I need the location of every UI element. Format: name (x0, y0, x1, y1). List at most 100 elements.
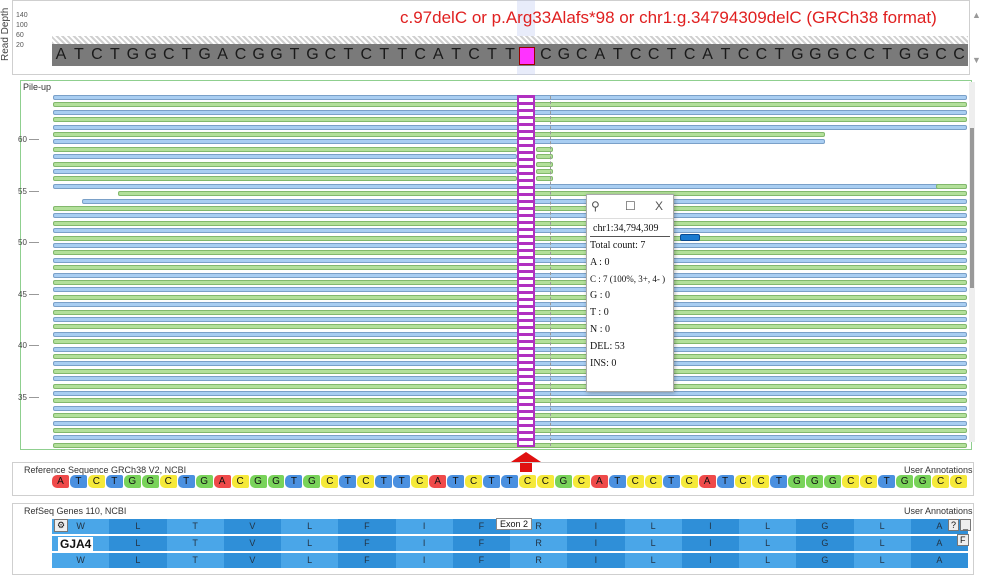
position-guide-line (550, 96, 551, 446)
reference-base: A (702, 46, 713, 63)
scroll-up-icon[interactable]: ▲ (972, 10, 981, 20)
sequence-read[interactable] (53, 235, 967, 241)
amino-acid: V (249, 521, 256, 531)
sequence-read[interactable] (53, 391, 967, 396)
sequence-read[interactable] (53, 265, 967, 271)
sequence-read[interactable] (680, 234, 700, 241)
base-count-popup[interactable]: ⚲ ☐ X chr1:34,794,309 Total count: 7 A :… (586, 194, 674, 392)
sequence-read[interactable] (53, 117, 967, 123)
amino-acid: L (879, 538, 885, 548)
sequence-read[interactable] (53, 161, 517, 167)
sequence-read[interactable] (53, 243, 967, 248)
sequence-read[interactable] (53, 309, 967, 315)
sequence-read[interactable] (53, 280, 967, 285)
deletion-marker[interactable] (519, 47, 535, 65)
sequence-read[interactable] (53, 331, 967, 337)
sequence-read[interactable] (53, 405, 967, 411)
sequence-read[interactable] (53, 339, 967, 345)
codon-stripe (567, 553, 625, 568)
user-annotations-link[interactable]: User Annotations (904, 465, 973, 475)
f-button[interactable]: F (957, 534, 969, 546)
amino-acid: V (249, 555, 256, 565)
sequence-read[interactable] (53, 139, 825, 145)
depth-tick: 60 (16, 32, 24, 39)
maximize-icon[interactable]: ☐ (625, 199, 636, 213)
reference-base: T (483, 475, 500, 488)
sequence-read[interactable] (53, 398, 967, 404)
sequence-read[interactable] (53, 220, 967, 226)
sequence-read[interactable] (53, 442, 967, 448)
sequence-read[interactable] (53, 354, 967, 359)
sequence-read[interactable] (53, 302, 967, 308)
reference-base: G (914, 475, 932, 488)
reference-base: G (126, 46, 140, 63)
sequence-read[interactable] (53, 176, 517, 182)
sequence-read[interactable] (53, 294, 967, 300)
user-annotations-link[interactable]: User Annotations (904, 506, 973, 516)
sequence-read[interactable] (53, 154, 517, 160)
sequence-read[interactable] (53, 361, 967, 367)
sequence-read[interactable] (53, 383, 967, 389)
amino-acid: F (364, 521, 370, 531)
sequence-read[interactable] (53, 132, 825, 137)
sequence-read[interactable] (536, 176, 553, 182)
refseq-genes-track (12, 503, 974, 575)
sequence-read[interactable] (536, 154, 553, 160)
sequence-read[interactable] (53, 228, 967, 234)
codon-stripe (796, 519, 854, 534)
scroll-down-icon[interactable]: ▼ (972, 55, 981, 65)
sequence-read[interactable] (53, 102, 967, 108)
sequence-read[interactable] (53, 376, 967, 382)
sequence-read[interactable] (53, 124, 967, 130)
minimize-icon[interactable]: _ (960, 519, 972, 531)
reference-base: C (465, 475, 483, 488)
sequence-read[interactable] (53, 420, 967, 426)
pin-icon[interactable]: ⚲ (591, 199, 600, 213)
sequence-read[interactable] (53, 183, 967, 189)
sequence-read[interactable] (53, 428, 967, 433)
sequence-read[interactable] (53, 346, 967, 352)
reference-base: C (87, 475, 105, 488)
popup-titlebar[interactable]: ⚲ ☐ X (587, 195, 673, 219)
sequence-read[interactable] (53, 250, 967, 256)
codon-stripe (681, 519, 739, 534)
amino-acid: L (765, 538, 771, 548)
reference-base: A (55, 46, 67, 63)
sequence-read[interactable] (53, 213, 967, 219)
sequence-read[interactable] (53, 109, 967, 115)
amino-acid: L (135, 555, 141, 565)
sequence-read[interactable] (53, 272, 967, 278)
pileup-deletion-column[interactable] (517, 95, 535, 447)
sequence-read[interactable] (53, 413, 967, 419)
sequence-read[interactable] (53, 368, 967, 374)
gene-name[interactable]: GJA4 (58, 537, 94, 551)
sequence-read[interactable] (53, 95, 967, 100)
close-icon[interactable]: X (655, 199, 664, 213)
sequence-read[interactable] (53, 324, 967, 330)
reference-base: C (932, 475, 950, 488)
pileup-tick: 45 (18, 290, 39, 299)
sequence-read[interactable] (53, 206, 967, 211)
sequence-read[interactable] (53, 257, 967, 263)
sequence-read[interactable] (118, 191, 967, 197)
codon-stripe (109, 536, 167, 551)
sequence-read[interactable] (536, 161, 553, 167)
amino-acid: R (535, 555, 542, 565)
sequence-read[interactable] (53, 287, 967, 293)
help-icon[interactable]: ? (948, 519, 960, 531)
gear-icon[interactable]: ⚙ (54, 519, 69, 532)
amino-acid: F (364, 555, 370, 565)
sequence-read[interactable] (53, 435, 967, 441)
pileup-scrollbar-thumb[interactable] (970, 128, 974, 288)
sequence-read[interactable] (936, 184, 967, 190)
amino-acid: L (650, 538, 656, 548)
reference-base: T (339, 475, 357, 488)
sequence-read[interactable] (53, 317, 967, 322)
reference-base: G (249, 475, 267, 488)
sequence-read[interactable] (536, 169, 553, 174)
sequence-read[interactable] (53, 146, 517, 152)
sequence-read[interactable] (536, 146, 553, 152)
sequence-read[interactable] (53, 169, 517, 174)
